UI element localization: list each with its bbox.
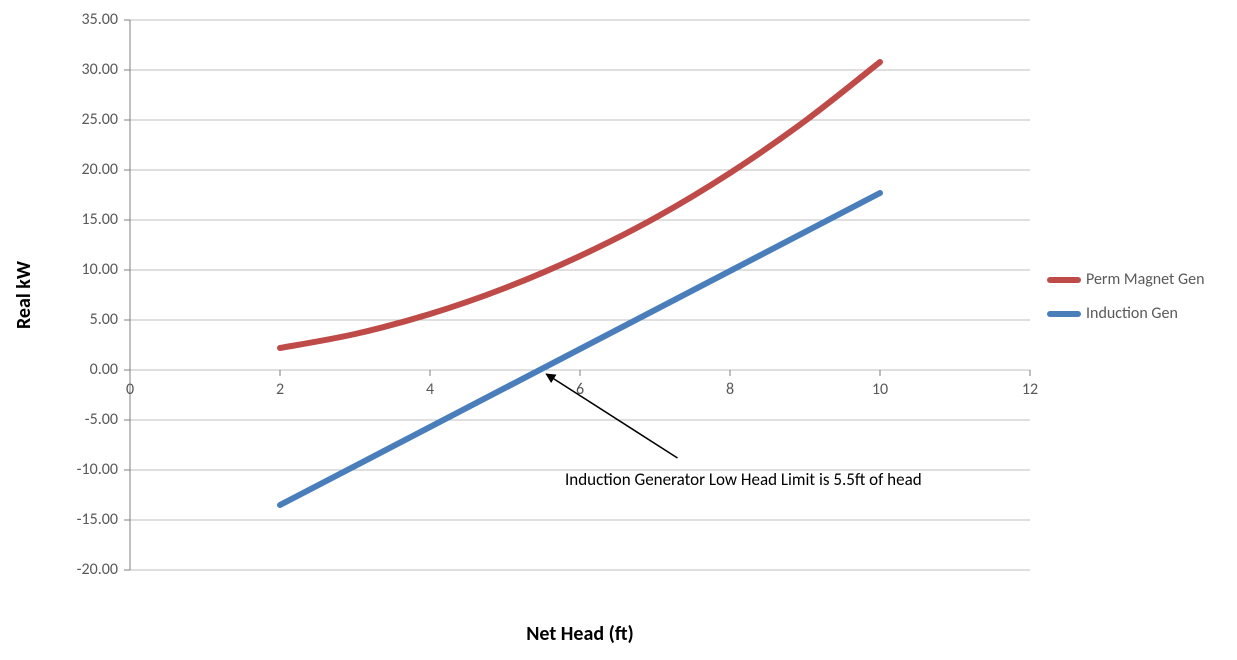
legend-label: Induction Gen [1086,304,1178,323]
x-axis-label: Net Head (ft) [526,622,634,646]
x-tick-label: 8 [726,380,734,399]
x-tick-label: 0 [126,380,134,399]
y-tick-label: 5.00 [90,310,118,329]
y-tick-label: -20.00 [77,560,118,579]
y-tick-label: -5.00 [85,410,118,429]
y-tick-label: 25.00 [82,110,118,129]
y-tick-label: -10.00 [77,460,118,479]
line-chart: -20.00 -15.00 -10.00 -5.00 0.00 5.00 10.00 15.0… [0,0,1237,660]
x-tick-label: 12 [1022,380,1038,399]
y-tick-label: 20.00 [82,160,118,179]
annotation-text: Induction Generator Low Head Limit is 5.… [565,469,922,490]
y-tick-label: 15.00 [82,210,118,229]
legend-label: Perm Magnet Gen [1086,270,1204,289]
y-tick-label: 0.00 [90,360,118,379]
x-tick-label: 2 [276,380,284,399]
y-tick-label: 30.00 [82,60,118,79]
x-tick-label: 4 [426,380,434,399]
chart-container: -20.00 -15.00 -10.00 -5.00 0.00 5.00 10.00 15.0… [0,0,1237,660]
y-tick-label: -15.00 [77,510,118,529]
x-tick-label: 10 [872,380,888,399]
y-axis-label: Real kW [12,260,36,329]
y-tick-label: 10.00 [82,260,118,279]
y-tick-label: 35.00 [82,10,118,29]
